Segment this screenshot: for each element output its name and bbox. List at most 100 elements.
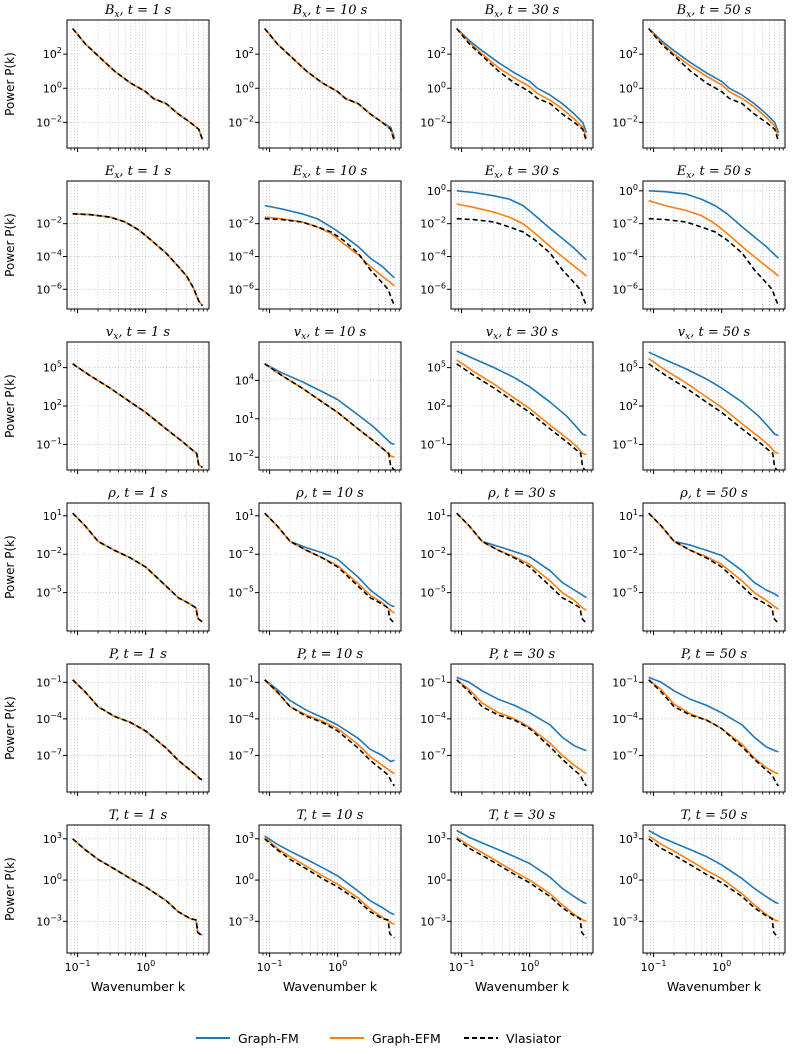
y-tick-label: 10−2	[420, 546, 446, 561]
series-vlasiator	[456, 838, 588, 939]
panel-title: P, t = 10 s	[296, 647, 363, 662]
series-graph-fm	[72, 213, 204, 307]
y-tick-label: 102	[43, 46, 62, 61]
y-tick-label: 10−3	[420, 913, 446, 928]
panel-vx-1: 104 101 10−2 vx, t = 10 s	[228, 325, 402, 474]
series-graph-fm	[456, 190, 587, 261]
series-graph-efm	[648, 679, 779, 775]
y-tick-label: 10−7	[420, 747, 446, 762]
y-tick-label: 10−3	[612, 913, 638, 928]
y-tick-label: 10−2	[36, 114, 62, 129]
panel-title: Bx, t = 30 s	[484, 3, 560, 20]
y-tick-label: 10−1	[228, 674, 254, 689]
plot-frame	[258, 180, 402, 310]
y-tick-label: 102	[43, 398, 62, 413]
panel-vx-3: 105 102 10−1 vx, t = 50 s	[612, 325, 786, 474]
legend-item-vlasiator: Vlasiator	[464, 1031, 562, 1046]
series-graph-efm	[264, 27, 396, 140]
y-tick-label: 100	[427, 872, 446, 887]
legend-label: Vlasiator	[506, 1031, 562, 1046]
series-graph-fm	[648, 829, 779, 905]
panel-title: T, t = 1 s	[109, 808, 168, 823]
series-graph-efm	[72, 838, 203, 936]
panel-title: Bx, t = 50 s	[676, 3, 752, 20]
series-vlasiator	[648, 217, 780, 307]
series-vlasiator	[456, 27, 588, 142]
y-tick-label: 10−5	[36, 585, 62, 600]
panel-title: Bx, t = 1 s	[104, 3, 172, 20]
y-tick-label: 10−4	[228, 711, 254, 726]
y-tick-label: 100	[619, 183, 638, 198]
legend-item-graph-fm: Graph-FM	[196, 1031, 299, 1046]
y-tick-label: 102	[427, 46, 446, 61]
series-graph-efm	[456, 359, 587, 456]
legend-item-graph-efm: Graph-EFM	[330, 1031, 441, 1046]
panel-title: vx, t = 10 s	[294, 325, 367, 342]
series-graph-efm	[264, 512, 395, 614]
plot-frame	[66, 663, 210, 793]
y-tick-label: 10−4	[36, 248, 62, 263]
x-tick-label: 10−1	[449, 959, 475, 974]
legend: Graph-FM Graph-EFM Vlasiator	[196, 1031, 562, 1046]
panel-rho-1: 101 10−2 10−5 ρ, t = 10 s	[228, 486, 402, 635]
plot-frame	[642, 19, 786, 149]
y-tick-label: 10−1	[420, 436, 446, 451]
series-graph-fm	[264, 835, 395, 916]
series-vlasiator	[648, 838, 780, 939]
panel-title: vx, t = 30 s	[486, 325, 559, 342]
y-tick-label: 10−6	[612, 281, 638, 296]
y-tick-label: 10−2	[36, 546, 62, 561]
series-graph-efm	[648, 512, 779, 610]
panel-title: ρ, t = 30 s	[487, 486, 556, 501]
series-vlasiator	[264, 512, 395, 624]
series-graph-fm	[72, 363, 203, 469]
panel-vx-2: 105 102 10−1 vx, t = 30 s	[420, 325, 594, 474]
panel-title: T, t = 30 s	[489, 808, 556, 823]
y-tick-label: 10−7	[228, 747, 254, 762]
plot-frame	[258, 663, 402, 793]
panel-Ex-0: 10−2 10−4 10−6 Ex, t = 1 s	[36, 164, 210, 313]
panel-rho-3: 101 10−2 10−5 ρ, t = 50 s	[612, 486, 786, 635]
panel-P-2: 10−1 10−4 10−7 P, t = 30 s	[420, 647, 594, 796]
x-tick-label: 100	[520, 959, 539, 974]
y-tick-label: 10−2	[612, 546, 638, 561]
panel-Bx-0: 102 100 10−2 Bx, t = 1 s	[36, 3, 210, 152]
plot-frame	[642, 663, 786, 793]
y-tick-label: 10−2	[612, 216, 638, 231]
y-tick-label: 102	[427, 398, 446, 413]
panel-T-2: 103 100 10−3 10−1 100 T, t = 30 s Wavenumber k	[420, 808, 594, 994]
series-vlasiator	[456, 217, 588, 307]
y-tick-label: 100	[43, 80, 62, 95]
y-tick-label: 10−1	[612, 674, 638, 689]
series-graph-fm	[72, 838, 203, 936]
plot-frame	[450, 663, 594, 793]
y-tick-label: 10−4	[420, 248, 446, 263]
series-graph-fm	[264, 27, 396, 139]
y-tick-label: 105	[427, 360, 446, 375]
y-tick-label: 10−4	[228, 248, 254, 263]
x-axis-label: Wavenumber k	[667, 979, 762, 994]
x-axis-label: Wavenumber k	[283, 979, 378, 994]
x-axis-label: Wavenumber k	[91, 979, 186, 994]
y-tick-label: 101	[235, 411, 254, 426]
plot-frame	[258, 341, 402, 471]
y-tick-label: 101	[235, 508, 254, 523]
y-tick-label: 10−4	[420, 711, 446, 726]
y-tick-label: 10−2	[420, 216, 446, 231]
panel-Bx-2: 102 100 10−2 Bx, t = 30 s	[420, 3, 594, 152]
series-graph-fm	[72, 27, 204, 140]
series-graph-fm	[456, 512, 587, 599]
y-tick-label: 103	[43, 831, 62, 846]
series-graph-fm	[456, 27, 588, 133]
y-tick-label: 103	[427, 831, 446, 846]
series-vlasiator	[456, 679, 588, 787]
y-tick-label: 100	[619, 872, 638, 887]
x-tick-label: 10−1	[257, 959, 283, 974]
y-tick-label: 10−2	[420, 114, 446, 129]
y-tick-label: 10−5	[420, 585, 446, 600]
plot-frame	[642, 341, 786, 471]
panel-title: P, t = 1 s	[108, 647, 167, 662]
series-vlasiator	[72, 512, 203, 623]
y-tick-label: 104	[235, 372, 254, 387]
series-graph-fm	[264, 679, 395, 763]
